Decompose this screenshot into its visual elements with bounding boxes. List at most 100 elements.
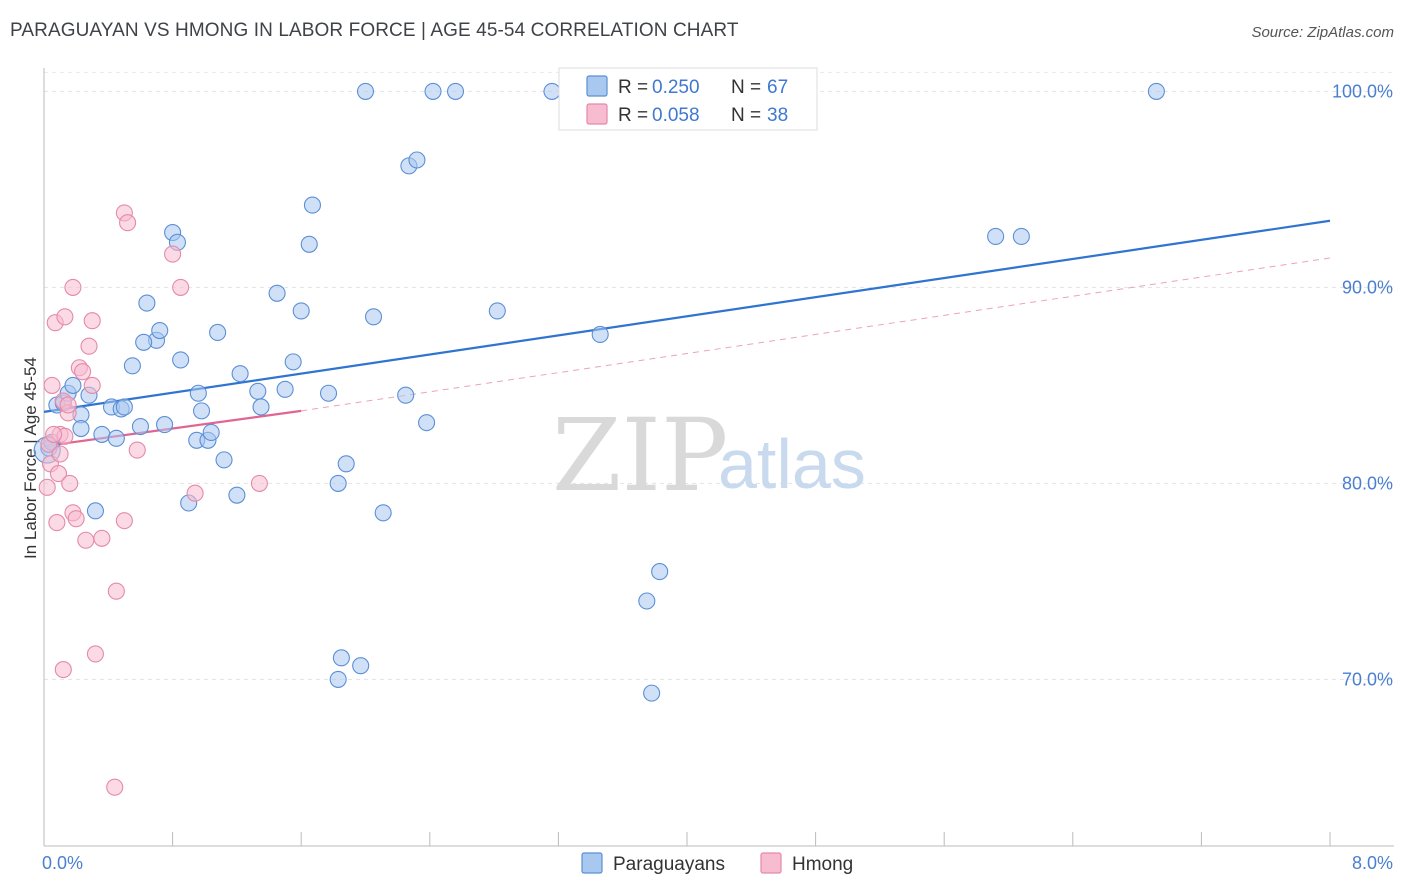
point-paraguayans-48: [374, 504, 392, 522]
point-paraguayans-28: [202, 423, 220, 441]
point-paraguayans-46: [356, 82, 375, 100]
y-tick-labels: 70.0% 80.0% 90.0% 100.0%: [1332, 81, 1393, 689]
bottom-legend-hmong: Hmong: [792, 854, 853, 875]
legend-r-label-pink: R =: [618, 105, 648, 126]
point-paraguayans-25: [189, 384, 207, 402]
point-paraguayans-22: [172, 351, 190, 369]
point-paraguayans-7: [72, 419, 90, 438]
point-paraguayans-35: [276, 380, 294, 398]
point-hmong-29: [115, 512, 133, 530]
chart-title: PARAGUAYAN VS HMONG IN LABOR FORCE | AGE…: [10, 20, 739, 41]
x-tick-label-max: 8.0%: [1352, 853, 1393, 873]
y-tick-label-90: 90.0%: [1342, 277, 1393, 297]
point-paraguayans-49: [397, 386, 415, 404]
point-hmong-31: [164, 245, 182, 263]
point-paraguayans-62: [1012, 227, 1030, 245]
trend-lines: [43, 219, 1331, 448]
point-paraguayans-16: [138, 294, 156, 312]
point-paraguayans-41: [329, 474, 347, 492]
point-hmong-21: [83, 312, 101, 330]
legend-n-value-pink: 38: [767, 105, 788, 126]
point-paraguayans-66: [135, 333, 153, 351]
point-paraguayans-29: [209, 323, 227, 342]
point-paraguayans-64: [252, 398, 270, 416]
hmong-points: [38, 204, 268, 796]
point-hmong-36: [45, 425, 63, 443]
point-paraguayans-58: [638, 592, 656, 610]
point-paraguayans-47: [364, 308, 383, 326]
x-tick-labels: 0.0% 8.0%: [42, 853, 1393, 873]
point-hmong-19: [77, 531, 95, 549]
point-hmong-11: [56, 308, 74, 326]
point-paraguayans-63: [1147, 82, 1165, 100]
point-paraguayans-60: [643, 684, 661, 702]
y-tick-label-70: 70.0%: [1342, 669, 1393, 689]
point-paraguayans-51: [408, 151, 426, 169]
trend-line-paraguayans: [43, 219, 1331, 413]
point-paraguayans-26: [192, 402, 211, 420]
legend-swatch-pink: [586, 103, 608, 125]
source-credit: Source: ZipAtlas.com: [1251, 24, 1394, 41]
point-hmong-28: [119, 214, 137, 232]
point-paraguayans-54: [446, 82, 465, 100]
point-hmong-14: [64, 278, 82, 296]
point-hmong-8: [51, 445, 69, 463]
point-paraguayans-9: [86, 502, 104, 520]
point-paraguayans-33: [249, 382, 267, 400]
legend-n-label-blue: N =: [731, 77, 761, 98]
point-paraguayans-15: [131, 418, 149, 436]
point-hmong-30: [128, 441, 146, 459]
point-paraguayans-55: [488, 302, 506, 320]
trend-line-hmong: [43, 409, 302, 448]
point-paraguayans-61: [987, 227, 1005, 245]
point-paraguayans-40: [319, 384, 338, 402]
point-hmong-33: [186, 484, 204, 502]
point-hmong-32: [172, 278, 190, 296]
point-paraguayans-44: [337, 455, 355, 473]
x-tick-label-min: 0.0%: [42, 853, 83, 873]
watermark-atlas: atlas: [718, 425, 866, 503]
legend-r-value-blue: 0.250: [652, 77, 700, 98]
paraguayans-points: [33, 82, 1165, 702]
point-hmong-34: [250, 474, 268, 492]
point-hmong-9: [54, 661, 72, 679]
point-paraguayans-19: [156, 416, 174, 434]
point-hmong-5: [48, 514, 66, 532]
bottom-legend-swatch-paraguayans: [581, 852, 603, 874]
legend-swatch-blue: [586, 75, 608, 97]
bottom-legend-paraguayans: Paraguayans: [613, 854, 725, 875]
trend-line-hmong-extended: [301, 257, 1331, 412]
point-paraguayans-31: [228, 486, 246, 504]
point-hmong-25: [106, 778, 124, 796]
bottom-legend-swatch-hmong: [760, 852, 782, 874]
point-paraguayans-14: [123, 357, 141, 375]
point-hmong-24: [93, 529, 111, 547]
point-paraguayans-52: [418, 414, 436, 432]
legend-r-value-pink: 0.058: [652, 105, 700, 126]
point-hmong-18: [74, 363, 92, 381]
point-paraguayans-53: [424, 82, 442, 100]
point-paraguayans-42: [332, 649, 350, 667]
point-paraguayans-56: [543, 82, 561, 100]
point-paraguayans-65: [115, 398, 133, 416]
point-paraguayans-5: [64, 376, 82, 394]
legend-r-label-blue: R =: [618, 77, 648, 98]
point-hmong-23: [86, 645, 104, 663]
point-hmong-22: [83, 376, 101, 394]
point-paraguayans-59: [651, 563, 669, 581]
legend-n-label-pink: N =: [731, 105, 761, 126]
watermark-zip: ZIP: [552, 397, 728, 514]
y-axis-label: In Labor Force | Age 45-54: [21, 357, 40, 559]
point-paraguayans-32: [231, 365, 249, 383]
point-hmong-37: [59, 396, 77, 414]
point-hmong-20: [80, 337, 98, 355]
point-paraguayans-37: [292, 302, 310, 320]
point-paraguayans-30: [215, 451, 233, 469]
point-paraguayans-39: [303, 196, 322, 214]
point-paraguayans-12: [107, 429, 125, 447]
point-paraguayans-43: [329, 670, 347, 688]
point-paraguayans-36: [284, 353, 302, 371]
point-hmong-0: [38, 478, 56, 496]
point-paraguayans-18: [151, 321, 169, 340]
point-hmong-26: [107, 582, 125, 600]
